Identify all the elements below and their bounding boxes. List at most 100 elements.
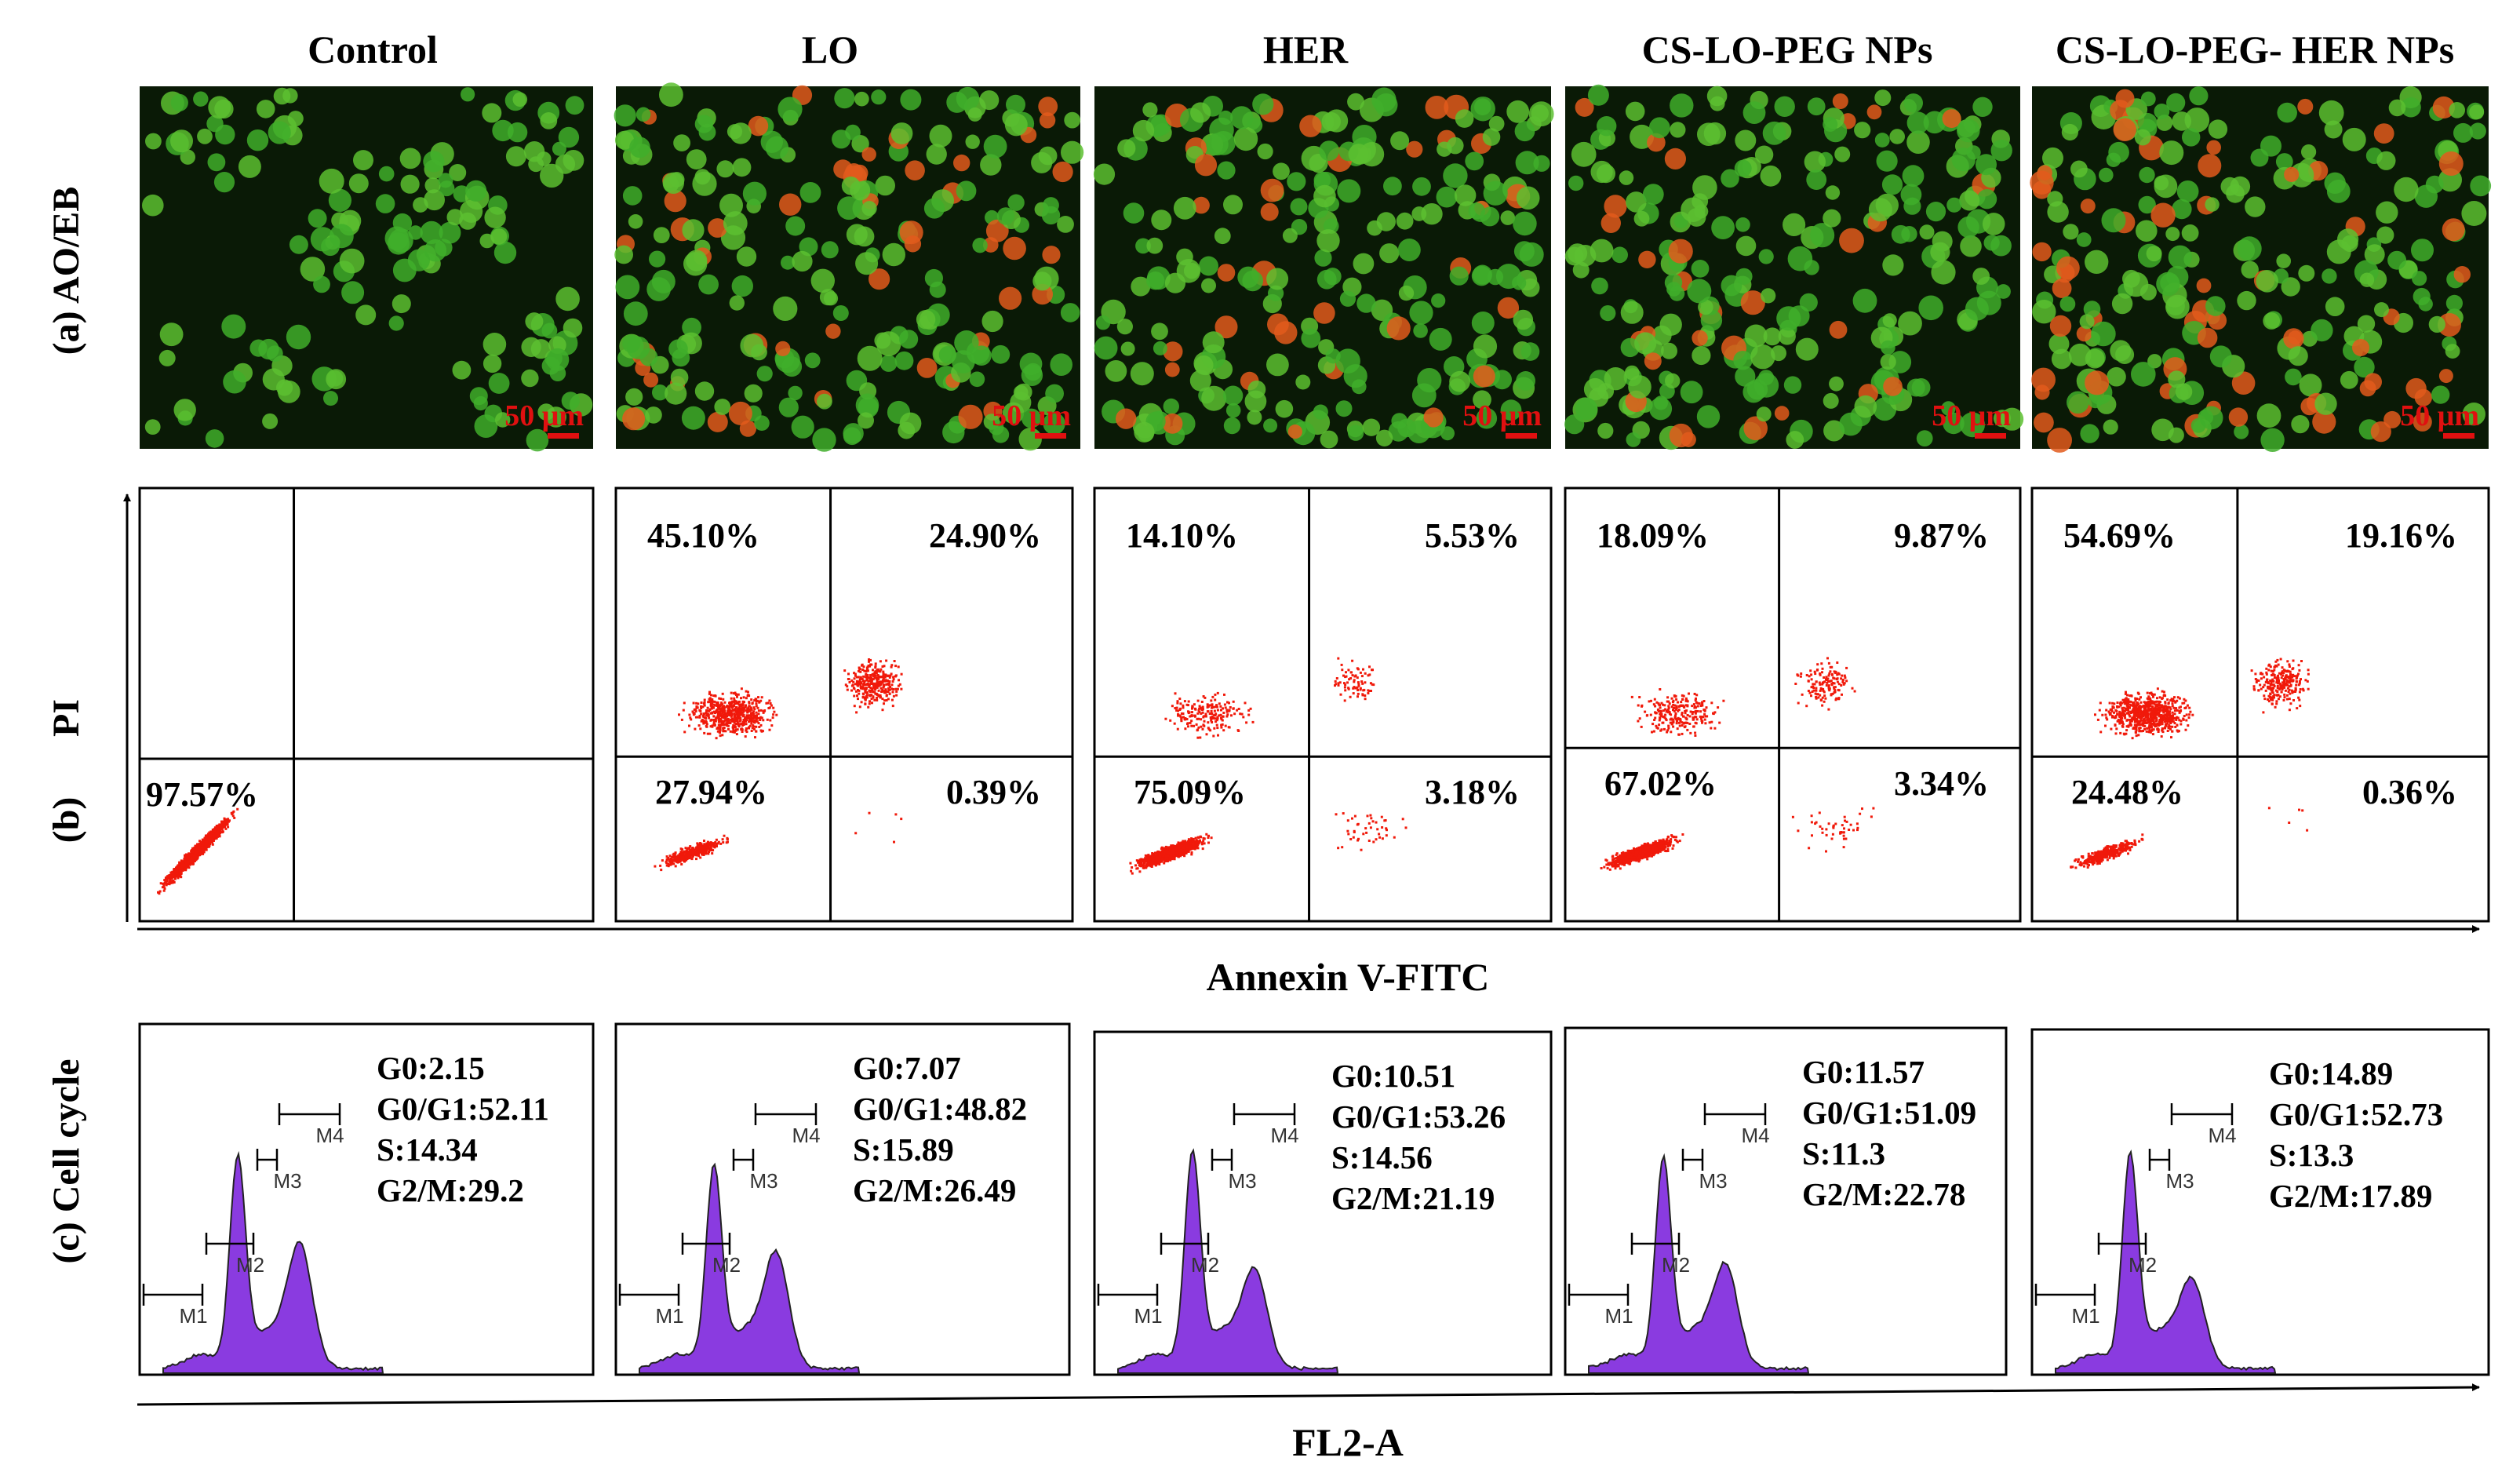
- marker-label: M4: [1271, 1124, 1299, 1147]
- marker-m3: M3: [1211, 1149, 1257, 1193]
- cell-cycle-value: S:14.34: [377, 1131, 478, 1168]
- quadrant-upper-left-value: 18.09%: [1597, 516, 1709, 555]
- histogram-frame: [614, 1022, 1071, 1376]
- quadrant-lower-left-value: 75.09%: [1134, 773, 1246, 811]
- scale-bar-label: 50 μm: [1462, 399, 1542, 432]
- quadrant-lower-right-value: 3.18%: [1425, 773, 1520, 811]
- scatter-dots: [2070, 658, 2310, 869]
- marker-label: M2: [1662, 1253, 1690, 1277]
- column-header-cs-lo-peg-nps: CS-LO-PEG NPs: [1642, 27, 1933, 71]
- x-axis-label-annexin: Annexin V-FITC: [1207, 955, 1490, 999]
- marker-m3: M3: [1681, 1149, 1728, 1193]
- cell-cycle-value: G2/M:17.89: [2269, 1178, 2432, 1214]
- histogram-panel-2: M1 M2 M3 M4 G0:7.07 G0/G1:48.82 S:15.89 G2/M:26…: [614, 1022, 1071, 1376]
- marker-label: M1: [1134, 1304, 1163, 1328]
- aoeb-micrographs: 50 μm 50 μm 50 μm 50 μm 50 μm: [140, 82, 2492, 453]
- cell-cycle-histogram: [1117, 1148, 1339, 1374]
- scatter-dots: [157, 807, 239, 895]
- scale-bar: [1035, 433, 1066, 439]
- scatter-panel-3: 14.10% 5.53% 75.09% 3.18%: [1093, 486, 1553, 923]
- column-header-control: Control: [308, 27, 438, 71]
- histogram-frame: [1093, 1030, 1553, 1376]
- cell-cycle-value: G0:10.51: [1331, 1058, 1455, 1094]
- quadrant-upper-right-value: 24.90%: [929, 516, 1041, 555]
- quadrant-lower-left-value: 27.94%: [655, 773, 767, 811]
- cell-cycle-histograms: M1 M2 M3 M4 G0:2.15 G0/G1:52.11 S:14.34 G2/M:29…: [138, 1022, 2490, 1376]
- histogram-frame: [138, 1022, 595, 1376]
- row-label-pi: PI: [46, 699, 87, 737]
- quadrant-lower-left-value: 97.57%: [146, 775, 258, 814]
- scale-bar: [1975, 433, 2006, 439]
- marker-label: M2: [712, 1253, 741, 1277]
- marker-m3: M3: [732, 1149, 778, 1193]
- marker-label: M4: [1742, 1124, 1770, 1147]
- cell-cycle-value: G0:14.89: [2269, 1055, 2393, 1091]
- marker-label: M3: [1699, 1169, 1728, 1193]
- marker-m2: M2: [681, 1233, 741, 1277]
- cell-cluster: [2030, 86, 2492, 453]
- histogram-panel-3: M1 M2 M3 M4 G0:10.51 G0/G1:53.26 S:14.56 G2/M:2…: [1093, 1030, 1553, 1376]
- cell-cycle-value: G0/G1:52.11: [377, 1091, 549, 1127]
- marker-m2: M2: [2097, 1233, 2157, 1277]
- cell-cycle-value: G2/M:21.19: [1331, 1180, 1495, 1216]
- marker-label: M4: [2209, 1124, 2237, 1147]
- quadrant-lower-right-value: 3.34%: [1894, 764, 1989, 803]
- histogram-panel-1: M1 M2 M3 M4 G0:2.15 G0/G1:52.11 S:14.34 G2/M:29…: [138, 1022, 595, 1376]
- marker-m4: M4: [2170, 1103, 2237, 1147]
- histogram-panel-5: M1 M2 M3 M4 G0:14.89 G0/G1:52.73 S:13.3 G2/M:17…: [2030, 1028, 2490, 1376]
- marker-label: M3: [2166, 1169, 2194, 1193]
- quadrant-upper-right-value: 5.53%: [1425, 516, 1520, 555]
- x-axis-label-fl2: FL2-A: [1292, 1420, 1404, 1464]
- cell-cycle-value: G0/G1:51.09: [1802, 1095, 1976, 1131]
- scale-bar-label: 50 μm: [504, 399, 584, 432]
- marker-label: M3: [274, 1169, 302, 1193]
- scale-bar: [548, 433, 579, 439]
- quadrant-upper-right-value: 9.87%: [1894, 516, 1989, 555]
- cell-cycle-histogram: [162, 1150, 384, 1374]
- scatter-dots: [1129, 657, 1407, 875]
- row-label-b-prefix: (b): [46, 797, 87, 844]
- scale-bar-label: 50 μm: [2400, 399, 2479, 432]
- cell-cycle-value: G0:2.15: [377, 1050, 485, 1086]
- quadrant-upper-left-value: 14.10%: [1126, 516, 1238, 555]
- scale-bar-label: 50 μm: [1932, 399, 2011, 432]
- cell-cycle-histogram: [639, 1162, 861, 1374]
- cell-cluster: [1093, 87, 1554, 449]
- marker-m4: M4: [1703, 1103, 1770, 1147]
- marker-label: M1: [656, 1304, 684, 1328]
- marker-label: M4: [792, 1124, 821, 1147]
- fl2-axis-arrow: [137, 1383, 2480, 1406]
- micrograph-5: 50 μm: [2030, 86, 2492, 453]
- annexin-scatter-plots: 97.57% 45.10% 24.90% 27.94% 0.39% 14.10% 5.53%…: [138, 486, 2490, 923]
- marker-label: M4: [316, 1124, 344, 1147]
- scatter-panel-5: 54.69% 19.16% 24.48% 0.36%: [2030, 486, 2490, 923]
- marker-label: M1: [1605, 1304, 1633, 1328]
- scatter-dots: [1600, 657, 1875, 871]
- marker-label: M1: [180, 1304, 208, 1328]
- scatter-panel-4: 18.09% 9.87% 67.02% 3.34%: [1564, 486, 2022, 923]
- cell-cycle-value: G0:7.07: [853, 1050, 961, 1086]
- marker-label: M2: [2129, 1253, 2157, 1277]
- cell-cycle-value: G0:11.57: [1802, 1054, 1925, 1090]
- marker-label: M2: [236, 1253, 264, 1277]
- micrograph-2: 50 μm: [614, 82, 1084, 452]
- cell-cycle-value: G2/M:26.49: [853, 1172, 1016, 1208]
- cell-cycle-value: S:15.89: [853, 1131, 954, 1168]
- quadrant-lower-left-value: 24.48%: [2071, 773, 2183, 811]
- marker-m1: M1: [142, 1284, 208, 1328]
- quadrant-upper-right-value: 19.16%: [2345, 516, 2457, 555]
- micrograph-3: 50 μm: [1093, 86, 1554, 449]
- quadrant-lower-left-value: 67.02%: [1604, 764, 1717, 803]
- cell-cycle-value: G0/G1:53.26: [1331, 1099, 1506, 1135]
- cell-cluster: [614, 82, 1084, 452]
- marker-m3: M3: [256, 1149, 302, 1193]
- scale-bar: [1506, 433, 1537, 439]
- scale-bar: [2443, 433, 2474, 439]
- cell-cluster: [1564, 84, 2024, 450]
- quadrant-upper-left-value: 54.69%: [2063, 516, 2176, 555]
- column-header-lo: LO: [802, 27, 858, 71]
- cell-cycle-value: G2/M:29.2: [377, 1172, 524, 1208]
- cell-cycle-value: G0/G1:48.82: [853, 1091, 1027, 1127]
- marker-m1: M1: [1568, 1284, 1633, 1328]
- row-label-aoeb: (a) AO/EB: [46, 187, 87, 355]
